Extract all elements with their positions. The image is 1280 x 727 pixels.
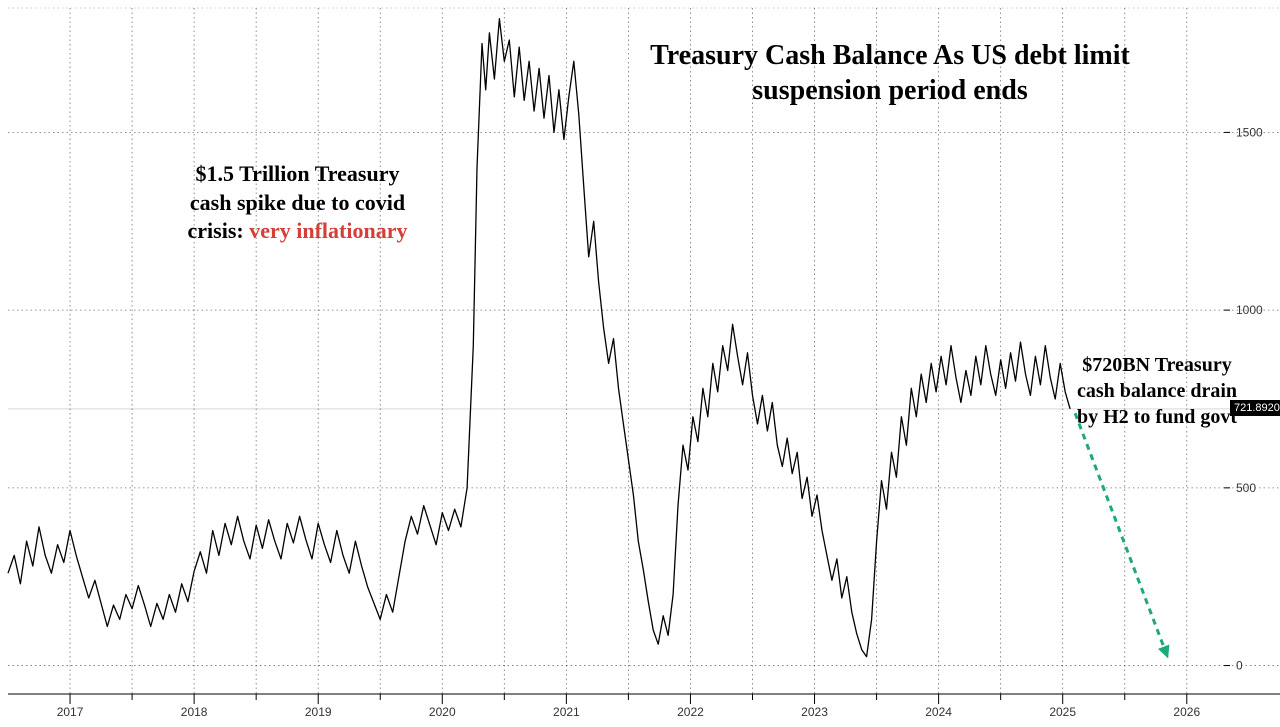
y-tick-label: 0 bbox=[1236, 659, 1243, 673]
x-tick-label: 2017 bbox=[57, 705, 84, 719]
x-tick-label: 2026 bbox=[1173, 705, 1200, 719]
y-tick-label: 1500 bbox=[1236, 125, 1263, 139]
annotation-covid-text-red: very inflationary bbox=[249, 218, 407, 243]
x-tick-label: 2023 bbox=[801, 705, 828, 719]
y-tick-label: 500 bbox=[1236, 481, 1256, 495]
x-tick-label: 2025 bbox=[1049, 705, 1076, 719]
annotation-drain: $720BN Treasury cash balance drain by H2… bbox=[1072, 352, 1242, 430]
x-tick-label: 2024 bbox=[925, 705, 952, 719]
x-tick-label: 2022 bbox=[677, 705, 704, 719]
chart-title: Treasury Cash Balance As US debt limit s… bbox=[590, 38, 1190, 108]
x-tick-label: 2019 bbox=[305, 705, 332, 719]
x-tick-label: 2018 bbox=[181, 705, 208, 719]
y-tick-label: 1000 bbox=[1236, 303, 1263, 317]
last-value-badge: 721.8920 bbox=[1230, 400, 1280, 416]
treasury-cash-balance-chart: 0 500 1000 1500 2017 2018 2019 2020 2021 2022 2023… bbox=[0, 0, 1280, 727]
x-tick-label: 2020 bbox=[429, 705, 456, 719]
x-tick-label: 2021 bbox=[553, 705, 580, 719]
annotation-covid-spike: $1.5 Trillion Treasury cash spike due to… bbox=[175, 160, 420, 246]
